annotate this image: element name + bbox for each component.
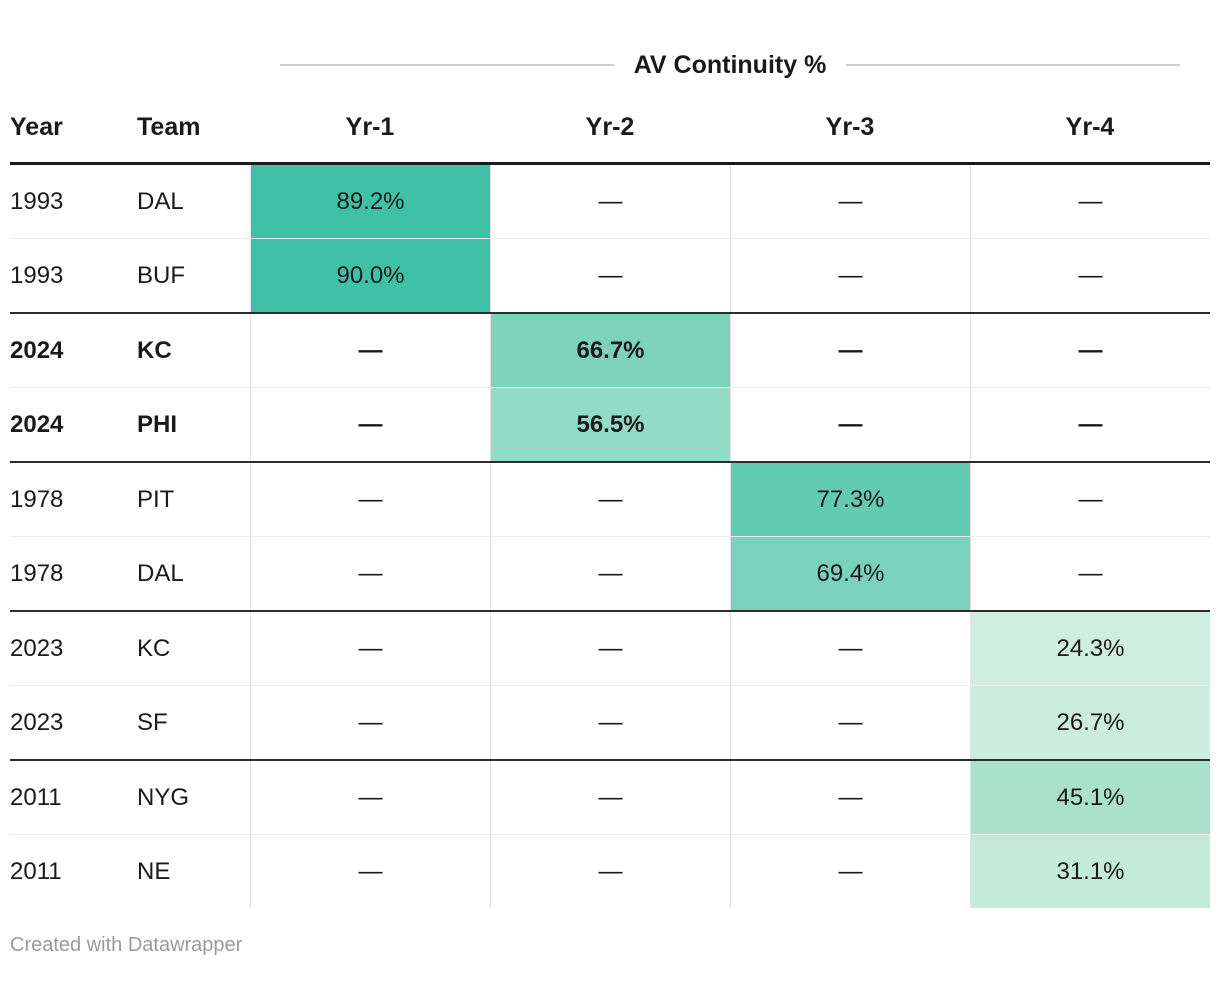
- year-cell: 2024: [10, 410, 64, 438]
- value-cell-yr3: —: [730, 165, 970, 238]
- value-cell-yr3: 69.4%: [730, 537, 970, 610]
- column-header-year: Year: [10, 112, 63, 141]
- team-cell: NE: [137, 857, 171, 885]
- value-cell-yr4: —: [970, 463, 1210, 536]
- table-row: 2023 SF — — — 26.7%: [10, 685, 1210, 759]
- value-cell-yr1: —: [250, 388, 490, 461]
- value-cell-yr4: —: [970, 314, 1210, 387]
- value-cell-yr3: 77.3%: [730, 463, 970, 536]
- team-cell: BUF: [137, 261, 185, 289]
- column-header-yr2: Yr-2: [585, 112, 635, 141]
- title-rule-left: [280, 64, 614, 66]
- value-cell-yr1: —: [250, 761, 490, 834]
- value-cell-yr4: 31.1%: [970, 835, 1210, 908]
- value-cell-yr2: —: [490, 463, 730, 536]
- value-cell-yr2: —: [490, 239, 730, 312]
- value-cell-yr1: —: [250, 835, 490, 908]
- value-cell-yr4: —: [970, 537, 1210, 610]
- table-row: 1993 DAL 89.2% — — —: [10, 165, 1210, 238]
- datawrapper-attribution-link[interactable]: Created with Datawrapper: [10, 934, 243, 956]
- title-band: AV Continuity %: [250, 51, 1210, 80]
- year-cell: 2024: [10, 336, 64, 364]
- value-cell-yr1: —: [250, 686, 490, 759]
- value-cell-yr2: —: [490, 686, 730, 759]
- table-row: 2023 KC — — — 24.3%: [10, 610, 1210, 685]
- year-cell: 2023: [10, 634, 64, 662]
- value-cell-yr1: —: [250, 537, 490, 610]
- value-cell-yr1: —: [250, 612, 490, 685]
- table-row: 1978 DAL — — 69.4% —: [10, 536, 1210, 610]
- value-cell-yr2: —: [490, 612, 730, 685]
- value-cell-yr4: —: [970, 239, 1210, 312]
- team-cell: NYG: [137, 783, 190, 811]
- column-header-yr4: Yr-4: [1065, 112, 1115, 141]
- value-cell-yr3: —: [730, 612, 970, 685]
- value-cell-yr3: —: [730, 761, 970, 834]
- year-cell: 2023: [10, 708, 64, 736]
- value-cell-yr3: —: [730, 835, 970, 908]
- column-header-team: Team: [137, 112, 201, 141]
- team-cell: PIT: [137, 485, 175, 513]
- value-cell-yr3: —: [730, 686, 970, 759]
- team-cell: KC: [137, 634, 171, 662]
- team-cell: SF: [137, 708, 168, 736]
- value-cell-yr1: 89.2%: [250, 165, 490, 238]
- team-cell: KC: [137, 336, 172, 364]
- table-row: 2024 KC — 66.7% — —: [10, 312, 1210, 387]
- value-cell-yr2: —: [490, 165, 730, 238]
- year-cell: 1993: [10, 187, 64, 215]
- column-header-row: Year Team Yr-1 Yr-2 Yr-3 Yr-4: [10, 92, 1210, 165]
- column-header-yr1: Yr-1: [345, 112, 395, 141]
- value-cell-yr1: 90.0%: [250, 239, 490, 312]
- title-rule-right: [846, 64, 1181, 66]
- value-cell-yr3: —: [730, 314, 970, 387]
- table-row: 2011 NE — — — 31.1%: [10, 834, 1210, 908]
- table-row: 1993 BUF 90.0% — — —: [10, 238, 1210, 312]
- column-header-yr3: Yr-3: [825, 112, 875, 141]
- value-cell-yr4: 45.1%: [970, 761, 1210, 834]
- value-cell-yr4: 24.3%: [970, 612, 1210, 685]
- year-cell: 1993: [10, 261, 64, 289]
- value-cell-yr1: —: [250, 463, 490, 536]
- table-row: 2011 NYG — — — 45.1%: [10, 759, 1210, 834]
- year-cell: 1978: [10, 559, 64, 587]
- year-cell: 1978: [10, 485, 64, 513]
- table-chart: AV Continuity % Year Team Yr-1 Yr-2 Yr-3…: [10, 38, 1210, 956]
- value-cell-yr3: —: [730, 239, 970, 312]
- value-cell-yr2: —: [490, 761, 730, 834]
- table-row: 2024 PHI — 56.5% — —: [10, 387, 1210, 461]
- table-row: 1978 PIT — — 77.3% —: [10, 461, 1210, 536]
- year-cell: 2011: [10, 857, 62, 885]
- value-cell-yr2: —: [490, 537, 730, 610]
- value-cell-yr4: —: [970, 388, 1210, 461]
- team-cell: DAL: [137, 187, 184, 215]
- chart-title-row: AV Continuity %: [10, 38, 1210, 92]
- value-cell-yr2: —: [490, 835, 730, 908]
- chart-title: AV Continuity %: [633, 50, 827, 79]
- value-cell-yr2: 56.5%: [490, 388, 730, 461]
- team-cell: PHI: [137, 410, 178, 438]
- year-cell: 2011: [10, 783, 62, 811]
- value-cell-yr4: 26.7%: [970, 686, 1210, 759]
- team-cell: DAL: [137, 559, 184, 587]
- value-cell-yr4: —: [970, 165, 1210, 238]
- value-cell-yr3: —: [730, 388, 970, 461]
- value-cell-yr2: 66.7%: [490, 314, 730, 387]
- value-cell-yr1: —: [250, 314, 490, 387]
